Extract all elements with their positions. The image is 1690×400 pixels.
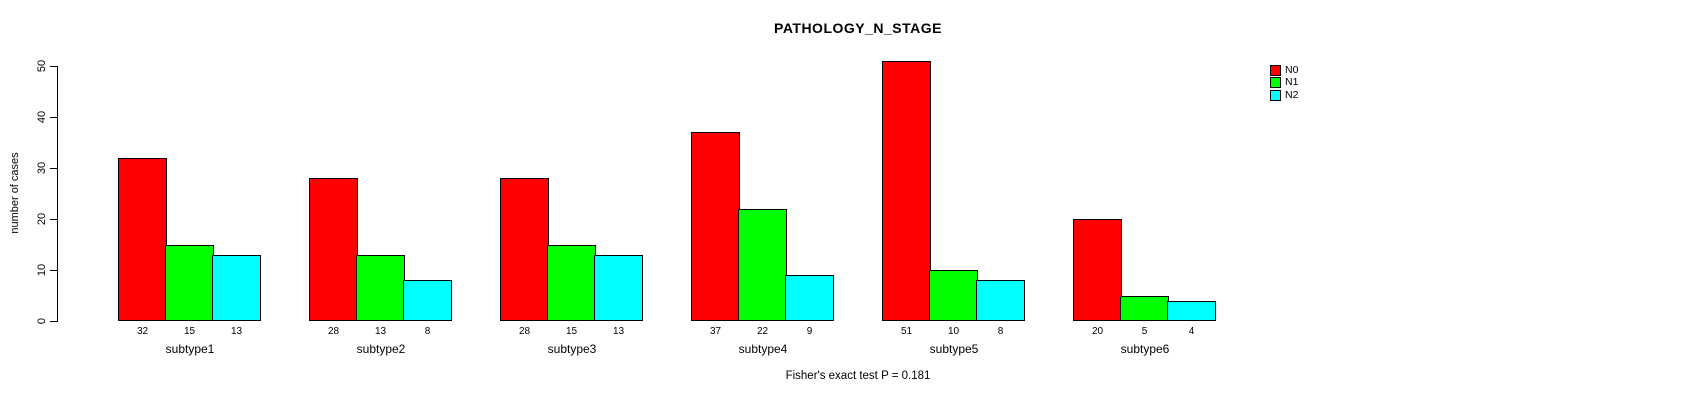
y-axis-label: number of cases (9, 152, 21, 234)
legend: N0 N1 N2 (1270, 64, 1298, 102)
category-label-subtype2: subtype2 (356, 342, 406, 356)
bar-subtype4-N1 (738, 208, 787, 321)
category-label-subtype6: subtype6 (1120, 342, 1170, 356)
bar-subtype6-N1 (1120, 295, 1169, 321)
y-axis-line (57, 66, 58, 322)
category-label-subtype5: subtype5 (929, 342, 979, 356)
y-tick-mark (50, 270, 57, 271)
y-tick-label: 30 (36, 161, 48, 175)
bar-value-label: 13 (374, 326, 387, 337)
bar-value-label: 4 (1188, 326, 1195, 337)
bar-value-label: 20 (1091, 326, 1104, 337)
legend-swatch-N0 (1270, 64, 1281, 76)
chart-title: PATHOLOGY_N_STAGE (774, 20, 942, 36)
legend-label: N0 (1285, 63, 1299, 76)
category-label-subtype3: subtype3 (547, 342, 597, 356)
bar-subtype4-N2 (785, 275, 834, 321)
y-tick-label: 0 (36, 317, 48, 325)
bar-subtype3-N0 (500, 178, 549, 321)
y-tick-label: 10 (36, 263, 48, 277)
y-tick-label: 20 (36, 212, 48, 226)
fisher-test-annotation: Fisher's exact test P = 0.181 (785, 370, 931, 382)
category-label-subtype1: subtype1 (165, 342, 215, 356)
bar-value-label: 10 (947, 326, 960, 337)
legend-item-N1: N1 (1270, 77, 1298, 90)
y-tick-mark (50, 168, 57, 169)
bar-subtype2-N1 (356, 254, 405, 321)
bar-value-label: 28 (518, 326, 531, 337)
bar-subtype6-N0 (1073, 219, 1122, 321)
bar-value-label: 51 (900, 326, 913, 337)
y-tick-mark (50, 66, 57, 67)
bar-subtype1-N1 (165, 244, 214, 321)
bar-value-label: 9 (806, 326, 813, 337)
bar-value-label: 8 (997, 326, 1004, 337)
legend-swatch-N1 (1270, 77, 1281, 89)
bar-value-label: 32 (136, 326, 149, 337)
bar-subtype3-N2 (594, 254, 643, 321)
legend-item-N2: N2 (1270, 89, 1298, 102)
legend-item-N0: N0 (1270, 64, 1298, 77)
legend-label: N2 (1285, 88, 1299, 101)
bar-value-label: 13 (612, 326, 625, 337)
bar-value-label: 5 (1141, 326, 1148, 337)
legend-swatch-N2 (1270, 89, 1281, 101)
y-tick-mark (50, 321, 57, 322)
bar-value-label: 28 (327, 326, 340, 337)
bar-value-label: 15 (565, 326, 578, 337)
category-label-subtype4: subtype4 (738, 342, 788, 356)
bar-subtype2-N2 (403, 280, 452, 321)
y-tick-label: 50 (36, 59, 48, 73)
y-tick-mark (50, 219, 57, 220)
bar-subtype3-N1 (547, 244, 596, 321)
legend-label: N1 (1285, 76, 1299, 89)
bar-value-label: 8 (424, 326, 431, 337)
bar-value-label: 15 (183, 326, 196, 337)
bar-value-label: 13 (230, 326, 243, 337)
bar-subtype4-N0 (691, 132, 740, 321)
bar-subtype1-N0 (118, 157, 167, 321)
bar-subtype2-N0 (309, 178, 358, 321)
y-tick-mark (50, 117, 57, 118)
bar-subtype5-N2 (976, 280, 1025, 321)
bar-value-label: 37 (709, 326, 722, 337)
bar-subtype5-N0 (882, 60, 931, 321)
bar-subtype1-N2 (212, 254, 261, 321)
bar-value-label: 22 (756, 326, 769, 337)
bar-subtype5-N1 (929, 270, 978, 321)
y-tick-label: 40 (36, 110, 48, 124)
bar-subtype6-N2 (1167, 300, 1216, 321)
